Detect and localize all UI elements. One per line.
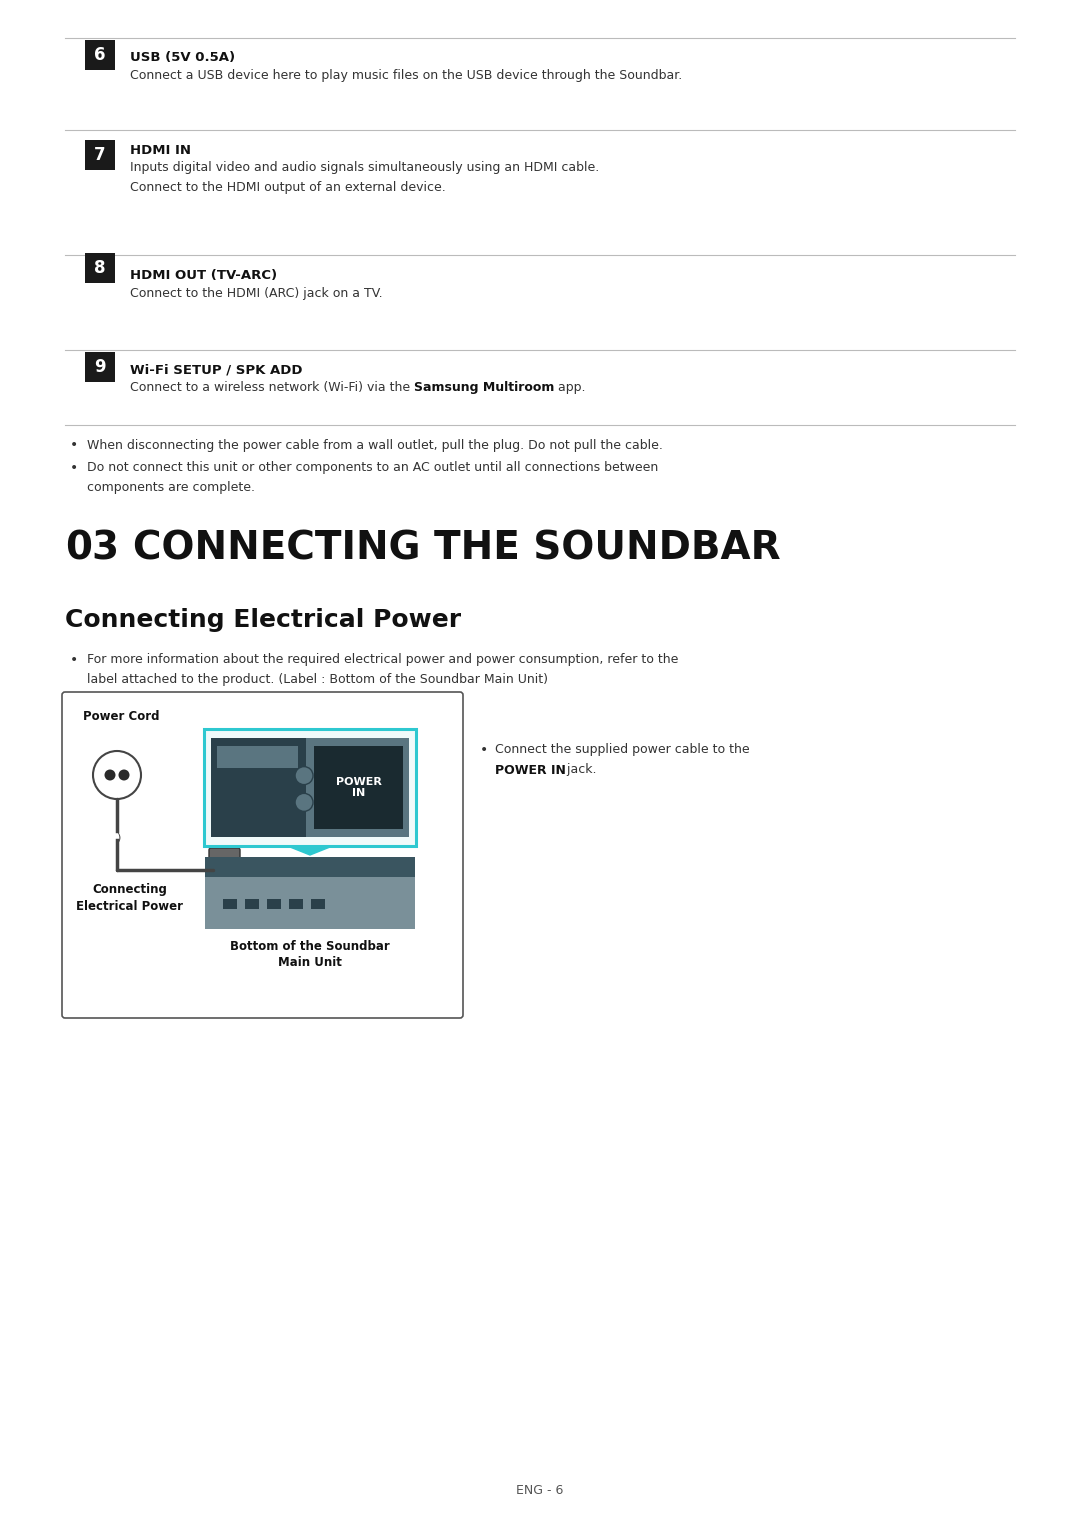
Bar [311,899,325,908]
Text: •: • [480,743,488,757]
Bar [85,352,114,381]
Text: Inputs digital video and audio signals simultaneously using an HDMI cable.: Inputs digital video and audio signals s… [130,161,599,175]
Circle shape [216,859,226,869]
Bar [211,738,306,836]
Polygon shape [291,847,330,855]
Text: HDMI IN: HDMI IN [130,144,191,156]
Text: Connecting: Connecting [93,884,167,896]
Bar [205,856,415,928]
Text: Bottom of the Soundbar: Bottom of the Soundbar [230,941,390,953]
Bar [222,899,237,908]
Circle shape [216,873,226,882]
Bar [85,139,114,170]
Text: USB (5V 0.5A): USB (5V 0.5A) [130,52,235,64]
Bar [85,253,114,283]
Text: label attached to the product. (Label : Bottom of the Soundbar Main Unit): label attached to the product. (Label : … [87,673,548,685]
Text: Connect to a wireless network (Wi-Fi) via the: Connect to a wireless network (Wi-Fi) vi… [130,381,414,395]
Text: Power Cord: Power Cord [83,711,160,723]
Text: 6: 6 [94,46,106,64]
Text: Electrical Power: Electrical Power [77,899,184,913]
Text: CONNECTING THE SOUNDBAR: CONNECTING THE SOUNDBAR [133,529,781,567]
Text: jack.: jack. [563,763,596,777]
FancyBboxPatch shape [62,692,463,1017]
Text: app.: app. [554,381,586,395]
Text: For more information about the required electrical power and power consumption, : For more information about the required … [87,654,678,666]
Text: •: • [70,461,78,475]
Text: POWER IN: POWER IN [495,763,566,777]
Text: HDMI OUT (TV-ARC): HDMI OUT (TV-ARC) [130,268,278,282]
Text: •: • [70,653,78,666]
Bar [211,738,409,836]
Circle shape [93,751,141,800]
Text: Connect a USB device here to play music files on the USB device through the Soun: Connect a USB device here to play music … [130,69,683,83]
Circle shape [295,766,313,784]
Text: When disconnecting the power cable from a wall outlet, pull the plug. Do not pul: When disconnecting the power cable from … [87,438,663,452]
Text: 03: 03 [65,529,119,567]
Text: Main Unit: Main Unit [278,956,342,970]
FancyBboxPatch shape [210,849,240,893]
Text: Wi-Fi SETUP / SPK ADD: Wi-Fi SETUP / SPK ADD [130,363,302,377]
Bar [85,40,114,70]
Text: 7: 7 [94,146,106,164]
Bar [314,746,403,829]
Text: ENG - 6: ENG - 6 [516,1483,564,1497]
Circle shape [105,769,116,780]
Bar [289,899,303,908]
Text: •: • [70,438,78,452]
Text: Do not connect this unit or other components to an AC outlet until all connectio: Do not connect this unit or other compon… [87,461,658,475]
Text: 8: 8 [94,259,106,277]
FancyBboxPatch shape [204,729,416,846]
Text: Connect the supplied power cable to the: Connect the supplied power cable to the [495,743,750,757]
Text: Connect to the HDMI output of an external device.: Connect to the HDMI output of an externa… [130,181,446,193]
Text: components are complete.: components are complete. [87,481,255,493]
Text: Samsung Multiroom: Samsung Multiroom [414,381,554,395]
Circle shape [295,794,313,812]
Bar [217,746,298,768]
Text: POWER
IN: POWER IN [336,777,381,798]
Text: Connect to the HDMI (ARC) jack on a TV.: Connect to the HDMI (ARC) jack on a TV. [130,286,382,299]
Bar [245,899,259,908]
Bar [267,899,281,908]
Text: 9: 9 [94,358,106,375]
Text: ): ) [116,832,120,843]
Bar [205,856,415,876]
Text: Connecting Electrical Power: Connecting Electrical Power [65,608,461,633]
Circle shape [119,769,130,780]
